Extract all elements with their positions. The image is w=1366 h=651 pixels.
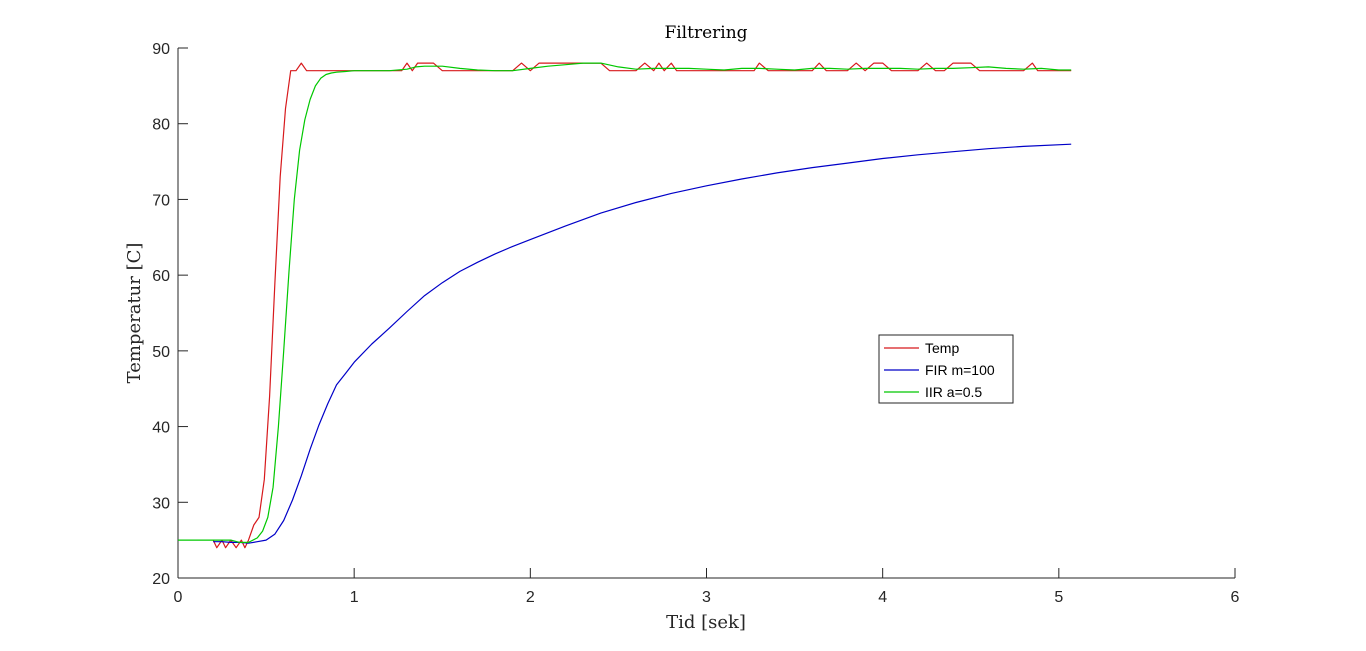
legend-entry-label: IIR a=0.5	[925, 384, 982, 400]
x-tick-label: 4	[878, 589, 887, 606]
series-line-iir-a-0-5	[178, 62, 1072, 544]
y-tick-label: 70	[152, 192, 170, 209]
legend: Temp FIR m=100 IIR a=0.5	[878, 334, 1014, 404]
y-axis-label: Temperatur [C]	[124, 243, 145, 384]
axes: 0 1 2 3 4 5 6 20 30 40 50 60 70 80 90	[152, 41, 1239, 606]
series-line-temp	[212, 62, 1072, 549]
x-tick-label: 3	[702, 589, 711, 606]
chart-title: Filtrering	[664, 23, 747, 43]
series-line-fir-m-100	[213, 143, 1072, 544]
y-tick-label: 20	[152, 571, 170, 588]
x-axis-label: Tid [sek]	[666, 612, 746, 633]
x-tick-label: 1	[350, 589, 359, 606]
x-tick-label: 5	[1054, 589, 1063, 606]
y-tick-label: 50	[152, 344, 170, 361]
y-tick-label: 40	[152, 420, 170, 437]
y-tick-label: 90	[152, 41, 170, 58]
series-layer	[178, 62, 1072, 549]
legend-entry-label: FIR m=100	[925, 362, 995, 378]
y-tick-label: 60	[152, 268, 170, 285]
y-tick-label: 80	[152, 117, 170, 134]
y-tick-label: 30	[152, 495, 170, 512]
x-tick-label: 6	[1231, 589, 1240, 606]
legend-entry-label: Temp	[925, 340, 959, 356]
x-tick-label: 2	[526, 589, 535, 606]
x-tick-label: 0	[174, 589, 183, 606]
